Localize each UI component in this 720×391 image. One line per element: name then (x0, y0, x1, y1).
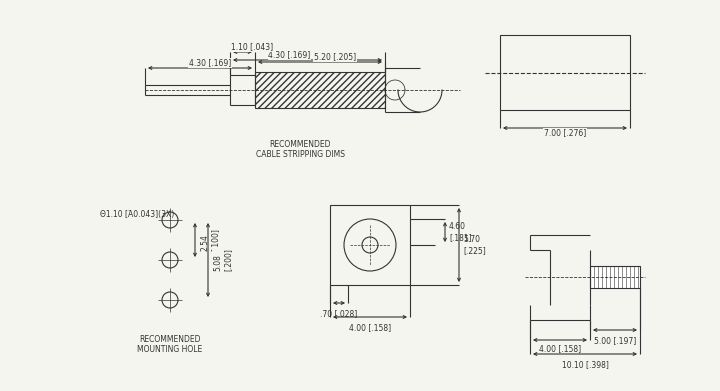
Text: Θ1.10 [Ά0.043](3X): Θ1.10 [Ά0.043](3X) (100, 210, 174, 219)
Text: 5.20 [.205]: 5.20 [.205] (314, 52, 356, 61)
Text: 4.60
[.181]: 4.60 [.181] (449, 222, 472, 242)
Text: 10.10 [.398]: 10.10 [.398] (562, 360, 608, 369)
Text: 4.30 [.169]: 4.30 [.169] (189, 59, 231, 68)
Text: 7.00 [.276]: 7.00 [.276] (544, 129, 586, 138)
Bar (500, 35, 630, 110)
Bar (255, 72, 385, 108)
Text: 5.00 [.197]: 5.00 [.197] (594, 336, 636, 345)
Text: 5.70
[.225]: 5.70 [.225] (463, 235, 486, 255)
Text: 5.08
[.200]: 5.08 [.200] (213, 249, 233, 271)
Text: 1.10 [.043]: 1.10 [.043] (231, 43, 274, 52)
Text: 2.54
[.100]: 2.54 [.100] (200, 229, 220, 251)
Bar (330, 205, 410, 285)
Text: RECOMMENDED
CABLE STRIPPING DIMS: RECOMMENDED CABLE STRIPPING DIMS (256, 140, 344, 160)
Text: 4.00 [.158]: 4.00 [.158] (349, 323, 391, 332)
Text: .70 [.028]: .70 [.028] (320, 309, 358, 318)
Bar (590, 266, 640, 288)
Text: 4.00 [.158]: 4.00 [.158] (539, 344, 581, 353)
Text: RECOMMENDED
MOUNTING HOLE: RECOMMENDED MOUNTING HOLE (138, 335, 202, 354)
Text: 4.30 [.169]: 4.30 [.169] (269, 50, 310, 59)
